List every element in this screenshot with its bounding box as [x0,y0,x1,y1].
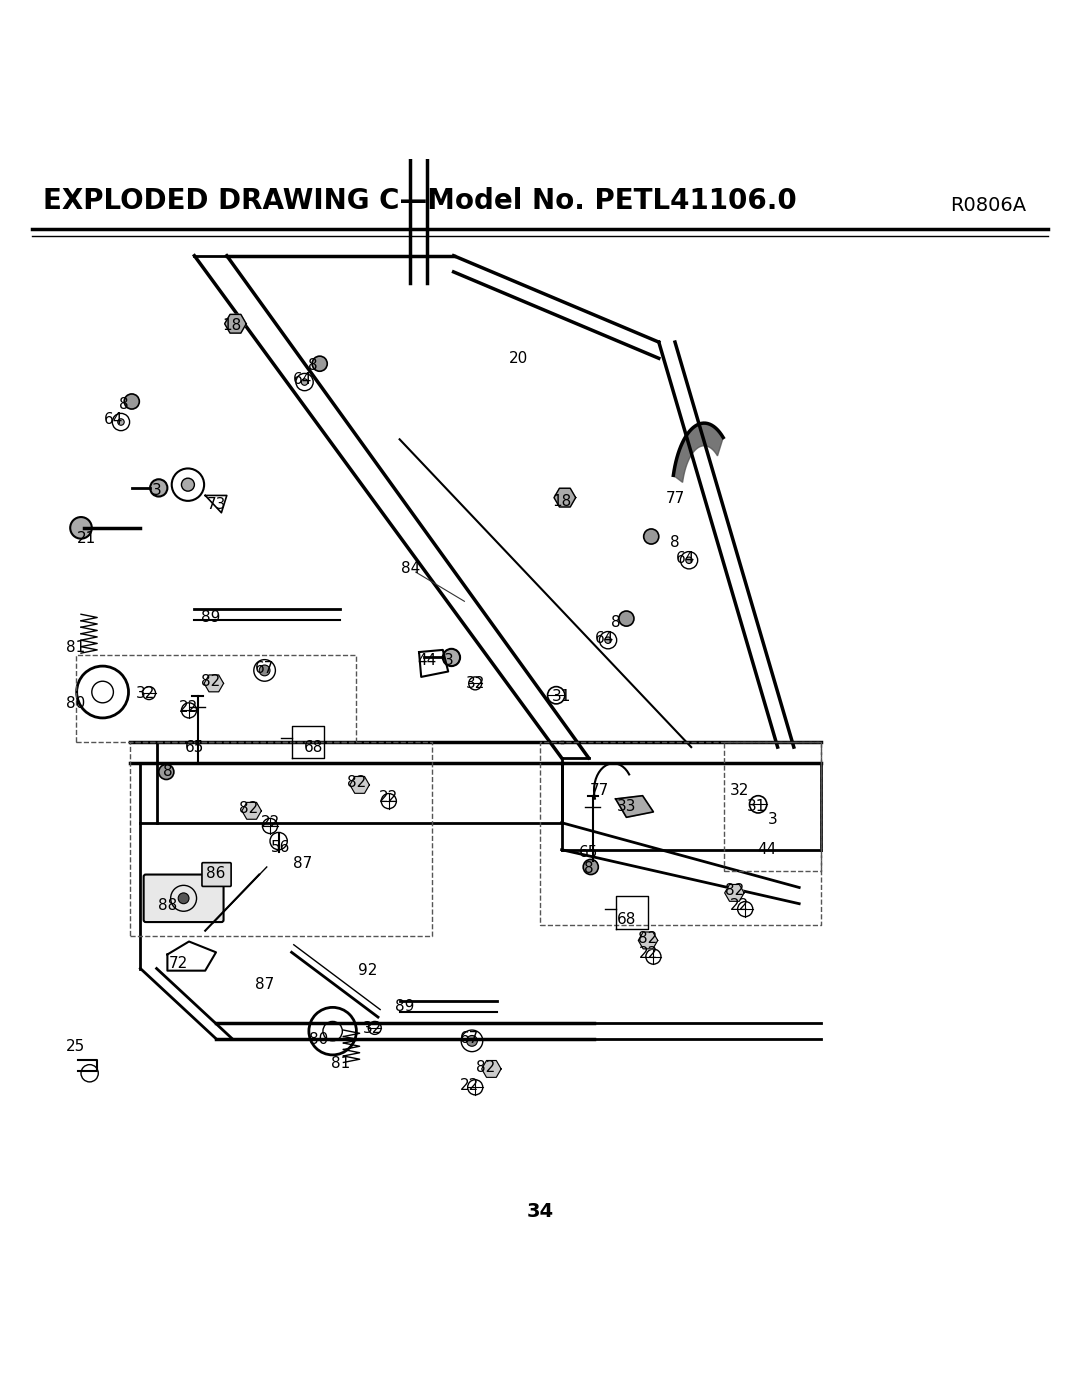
Text: 44: 44 [757,842,777,858]
Circle shape [181,478,194,492]
Text: 22: 22 [379,791,399,805]
Polygon shape [350,777,369,793]
Text: 87: 87 [293,856,312,872]
Text: 67: 67 [460,1031,480,1046]
Text: 68: 68 [617,912,636,928]
Circle shape [644,529,659,543]
Text: 31: 31 [552,689,571,704]
Text: 68: 68 [303,739,323,754]
Text: 31: 31 [746,799,766,814]
Text: 82: 82 [638,930,658,946]
Polygon shape [673,423,724,482]
Text: 77: 77 [590,782,609,798]
Text: 21: 21 [77,531,96,546]
Text: 64: 64 [293,373,312,387]
Circle shape [124,394,139,409]
Circle shape [619,610,634,626]
Polygon shape [616,796,653,817]
Polygon shape [242,802,261,819]
Text: 81: 81 [330,1056,350,1071]
Text: 65: 65 [185,739,204,754]
Text: 32: 32 [730,782,750,798]
Circle shape [70,517,92,539]
Polygon shape [225,314,246,332]
Text: 22: 22 [638,946,658,961]
Text: 87: 87 [255,977,274,992]
Text: 82: 82 [725,883,744,898]
Text: 20: 20 [509,351,528,366]
Text: 22: 22 [179,700,199,715]
Circle shape [259,665,270,676]
Text: 8: 8 [584,861,593,876]
Text: 80: 80 [66,696,85,711]
Text: 33: 33 [617,799,636,814]
Text: 3: 3 [443,654,454,668]
Text: 64: 64 [104,412,123,427]
Text: 34: 34 [526,1201,554,1221]
Text: 56: 56 [271,840,291,855]
Circle shape [150,479,167,496]
Circle shape [583,859,598,875]
Text: 22: 22 [260,816,280,830]
Polygon shape [204,675,224,692]
Text: 81: 81 [66,640,85,655]
Circle shape [159,764,174,780]
Text: 3: 3 [151,482,162,497]
Text: 25: 25 [66,1039,85,1053]
Text: R0806A: R0806A [950,196,1026,215]
Text: 72: 72 [168,956,188,971]
Polygon shape [554,489,576,507]
Text: 82: 82 [239,800,258,816]
Text: 22: 22 [730,898,750,914]
Circle shape [443,648,460,666]
Text: 8: 8 [309,359,318,373]
Text: 82: 82 [476,1060,496,1076]
Text: 32: 32 [465,676,485,692]
Circle shape [178,893,189,904]
Text: 8: 8 [611,616,620,630]
Text: 77: 77 [665,492,685,506]
Text: 8: 8 [163,764,172,780]
Circle shape [686,557,692,563]
Polygon shape [725,884,744,901]
Text: 92: 92 [357,963,377,978]
Text: 82: 82 [201,673,220,689]
Text: 82: 82 [347,775,366,791]
Text: 22: 22 [460,1077,480,1092]
Circle shape [467,1035,477,1046]
Text: 8: 8 [120,397,129,412]
Circle shape [312,356,327,372]
Text: 18: 18 [552,495,571,510]
Text: 65: 65 [579,845,598,861]
Circle shape [301,379,308,386]
Text: 80: 80 [309,1032,328,1048]
Text: 64: 64 [676,550,696,566]
Text: 88: 88 [158,898,177,914]
Text: 67: 67 [255,661,274,676]
Text: 8: 8 [671,535,679,550]
Text: EXPLODED DRAWING C—Model No. PETL41106.0: EXPLODED DRAWING C—Model No. PETL41106.0 [43,187,797,215]
FancyBboxPatch shape [202,863,231,887]
Text: 44: 44 [417,654,436,668]
Text: 89: 89 [201,610,220,624]
Circle shape [118,419,124,425]
Circle shape [605,637,611,644]
Text: 32: 32 [363,1021,382,1037]
Text: 32: 32 [136,686,156,701]
Text: 3: 3 [767,812,778,827]
Text: 64: 64 [595,630,615,645]
Text: 73: 73 [206,496,226,511]
Polygon shape [482,1060,501,1077]
FancyBboxPatch shape [144,875,224,922]
Text: 84: 84 [401,562,420,577]
Polygon shape [638,932,658,949]
Text: 89: 89 [395,999,415,1014]
Text: 18: 18 [222,319,242,334]
Text: 86: 86 [206,866,226,882]
